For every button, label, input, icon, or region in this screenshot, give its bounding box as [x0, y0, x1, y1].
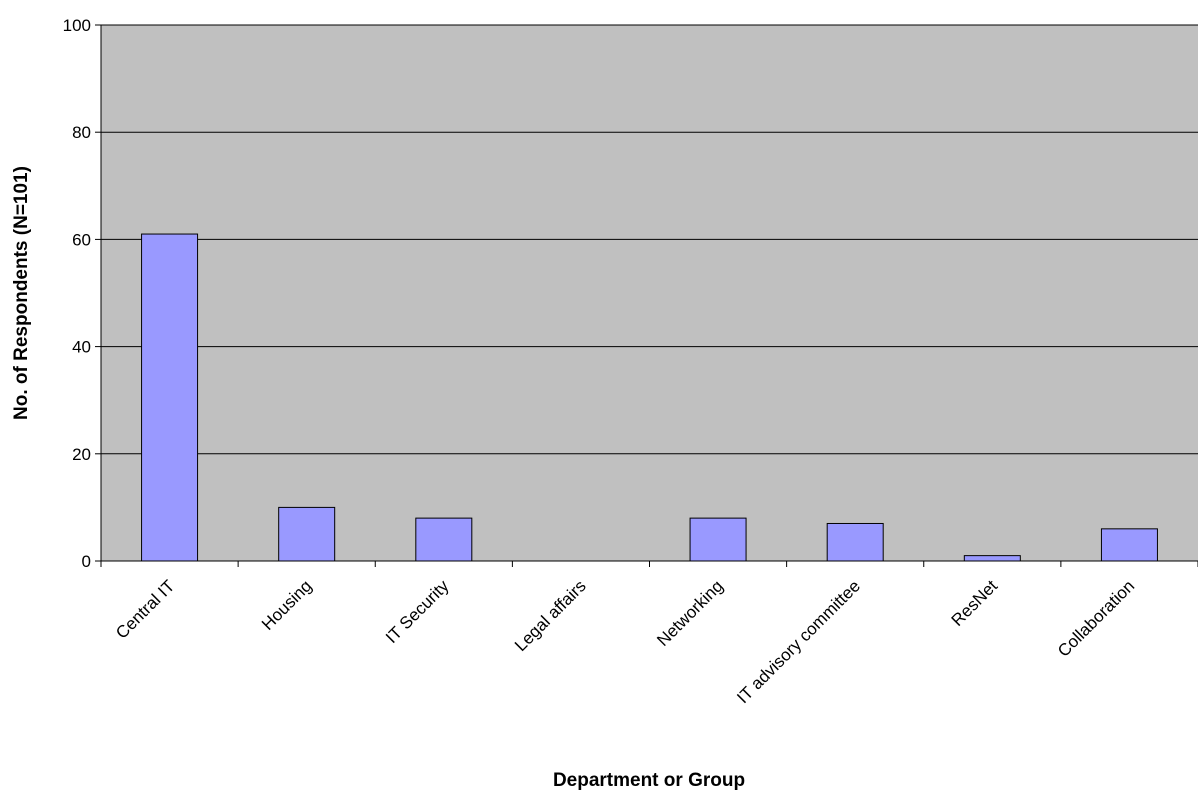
- y-axis-title: No. of Respondents (N=101): [11, 166, 32, 420]
- y-tick-label: 20: [72, 445, 91, 464]
- x-tick-label: IT Security: [382, 576, 453, 647]
- y-tick-label: 80: [72, 123, 91, 142]
- x-tick-label: IT advisory committee: [733, 576, 864, 707]
- bar-collaboration: [1100, 528, 1158, 562]
- gridlines: [101, 24, 1198, 455]
- bar-it-advisory-committee: [826, 522, 884, 562]
- y-ticks: [95, 24, 101, 562]
- bar-it-security: [415, 517, 473, 562]
- x-tick-label: Legal affairs: [511, 576, 590, 655]
- bars: [141, 233, 1158, 562]
- bar-resnet: [963, 555, 1021, 562]
- x-tick-labels: Central IT Housing IT Security Legal affair…: [112, 576, 1138, 707]
- y-tick-label: 100: [63, 16, 91, 35]
- plot-area: [101, 25, 1198, 561]
- y-tick-label: 60: [72, 230, 91, 249]
- x-tick-label: Collaboration: [1054, 576, 1138, 660]
- bar-housing: [278, 506, 336, 562]
- x-tick-label: Central IT: [112, 576, 178, 642]
- x-tick-label: ResNet: [948, 576, 1002, 630]
- y-tick-labels: 0 20 40 60 80 100: [63, 16, 91, 571]
- bar-central-it: [141, 233, 199, 562]
- x-tick-label: Housing: [258, 576, 316, 634]
- x-axis-title: Department or Group: [553, 770, 745, 791]
- y-tick-label: 40: [72, 338, 91, 357]
- bar-networking: [689, 517, 747, 562]
- x-tick-label: Networking: [653, 576, 727, 650]
- y-tick-label: 0: [82, 552, 91, 571]
- x-ticks: [100, 561, 1198, 567]
